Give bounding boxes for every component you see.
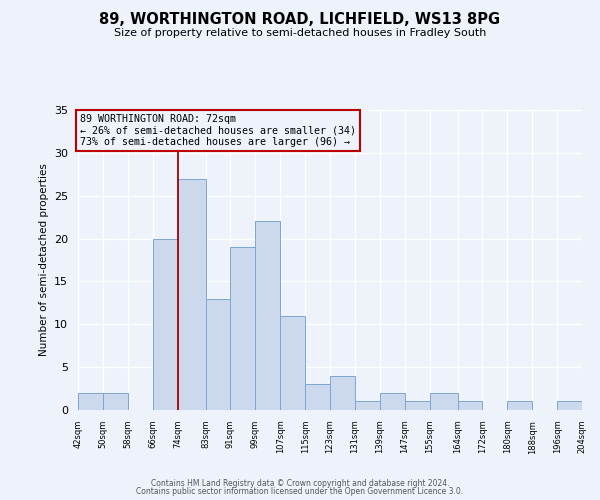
Bar [256, 222, 280, 410]
Bar [508, 402, 532, 410]
Bar [230, 247, 256, 410]
Text: 89 WORTHINGTON ROAD: 72sqm
← 26% of semi-detached houses are smaller (34)
73% of: 89 WORTHINGTON ROAD: 72sqm ← 26% of semi… [80, 114, 356, 148]
Bar [355, 402, 380, 410]
Bar [330, 376, 355, 410]
Y-axis label: Number of semi-detached properties: Number of semi-detached properties [38, 164, 49, 356]
Text: Contains HM Land Registry data © Crown copyright and database right 2024.: Contains HM Land Registry data © Crown c… [151, 478, 449, 488]
Bar [152, 238, 178, 410]
Text: 89, WORTHINGTON ROAD, LICHFIELD, WS13 8PG: 89, WORTHINGTON ROAD, LICHFIELD, WS13 8P… [100, 12, 500, 28]
Bar [380, 393, 404, 410]
Bar [178, 178, 206, 410]
Text: Contains public sector information licensed under the Open Government Licence 3.: Contains public sector information licen… [136, 487, 464, 496]
Bar [305, 384, 330, 410]
Bar [582, 402, 600, 410]
Bar [557, 402, 582, 410]
Text: Size of property relative to semi-detached houses in Fradley South: Size of property relative to semi-detach… [114, 28, 486, 38]
Bar [404, 402, 430, 410]
Bar [430, 393, 458, 410]
Bar [103, 393, 128, 410]
Bar [206, 298, 230, 410]
Bar [458, 402, 482, 410]
Bar [280, 316, 305, 410]
Bar [78, 393, 103, 410]
